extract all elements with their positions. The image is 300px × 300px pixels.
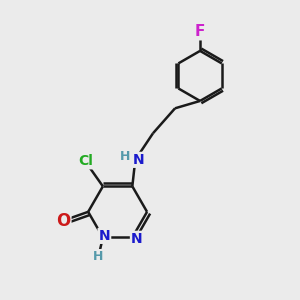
Text: N: N (98, 229, 110, 243)
Text: O: O (56, 212, 70, 230)
Text: N: N (133, 153, 145, 167)
Text: N: N (131, 232, 142, 246)
Text: F: F (195, 24, 205, 39)
Text: H: H (120, 150, 130, 164)
Text: Cl: Cl (78, 154, 93, 168)
Text: H: H (93, 250, 104, 263)
